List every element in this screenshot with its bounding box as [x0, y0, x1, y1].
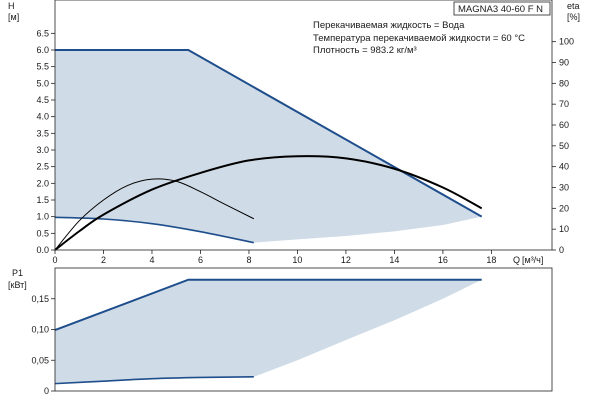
- power-panel: 0 0,05 0,10 0,15 P1 [кВт]: [8, 267, 553, 396]
- y-axis-label-p1: P1: [12, 268, 23, 278]
- y-tick-label: 0.0: [36, 245, 49, 255]
- y-axis-label-h: H: [8, 1, 15, 11]
- y-tick-label: 2.0: [36, 178, 49, 188]
- y2-tick-label: 100: [559, 37, 574, 47]
- y-tick-label: 3.0: [36, 145, 49, 155]
- y-tick-label: 3.5: [36, 128, 49, 138]
- y2-axis-label-eta: eta: [567, 1, 580, 11]
- power-min-speed-curve: [54, 376, 254, 385]
- y-tick-label: 6.5: [36, 28, 49, 38]
- efficiency-max-curve: [54, 155, 483, 251]
- info-line-fluid: Перекачиваемая жидкость = Вода: [313, 20, 465, 31]
- x-tick-label: 14: [389, 255, 399, 265]
- x-tick-label: 18: [486, 255, 496, 265]
- power-max-speed-curve: [54, 278, 482, 332]
- y2-tick-label: 10: [559, 224, 569, 234]
- y2-axis-unit-eta: [%]: [567, 12, 580, 22]
- y2-tick-label: 30: [559, 183, 569, 193]
- y-tick-label: 6.0: [36, 45, 49, 55]
- y2-tick-label: 50: [559, 141, 569, 151]
- y-axis-unit-p1: [кВт]: [8, 280, 27, 290]
- y-tick-label: 1.5: [36, 195, 49, 205]
- x-tick-label: 6: [198, 255, 203, 265]
- y2-tick-label: 60: [559, 120, 569, 130]
- x-tick-label: 2: [101, 255, 106, 265]
- y-tick-label: 4.0: [36, 112, 49, 122]
- x-tick-label: 10: [292, 255, 302, 265]
- y-tick-label: 2.5: [36, 162, 49, 172]
- model-title: MAGNA3 40-60 F N: [458, 4, 543, 15]
- y-tick-label: 0.5: [36, 228, 49, 238]
- head-max-speed-curve: [55, 49, 483, 218]
- head-min-speed-curve: [54, 216, 254, 244]
- y2-tick-label: 0: [559, 245, 564, 255]
- y2-tick-label: 80: [559, 78, 569, 88]
- y2-tick-label: 90: [559, 58, 569, 68]
- head-operating-envelope: [55, 50, 482, 243]
- power-y-tick-label: 0,10: [31, 325, 49, 335]
- y-tick-label: 5.5: [36, 62, 49, 72]
- power-y-tick-label: 0: [44, 386, 49, 396]
- x-tick-label: 16: [438, 255, 448, 265]
- x-tick-label: 0: [52, 255, 57, 265]
- x-axis-unit-q: [м³/ч]: [522, 255, 543, 265]
- x-tick-label: 8: [246, 255, 251, 265]
- power-operating-envelope: [55, 279, 482, 384]
- info-line-density: Плотность = 983.2 кг/м³: [313, 45, 417, 56]
- y-axis-unit-h: [м]: [8, 12, 19, 22]
- y2-tick-label: 70: [559, 99, 569, 109]
- y-tick-label: 4.5: [36, 95, 49, 105]
- y2-tick-label: 40: [559, 162, 569, 172]
- efficiency-min-curve: [54, 178, 255, 251]
- y2-tick-label: 20: [559, 203, 569, 213]
- y-tick-label: 1.0: [36, 212, 49, 222]
- x-tick-label: 4: [149, 255, 154, 265]
- power-y-tick-label: 0,15: [31, 294, 49, 304]
- model-title-box: [453, 1, 551, 16]
- info-line-temperature: Температура перекачиваемой жидкости = 60…: [313, 33, 525, 44]
- head-panel: 0 2 4 6 8 10 12 14 16 18 0.0 0.5 1.0 1.5 2.0 2.5 3.0 3.5…: [8, 0, 580, 265]
- y-tick-label: 5.0: [36, 78, 49, 88]
- x-axis-label-q: Q: [513, 255, 520, 265]
- x-tick-label: 12: [341, 255, 351, 265]
- power-y-tick-label: 0,05: [31, 355, 49, 365]
